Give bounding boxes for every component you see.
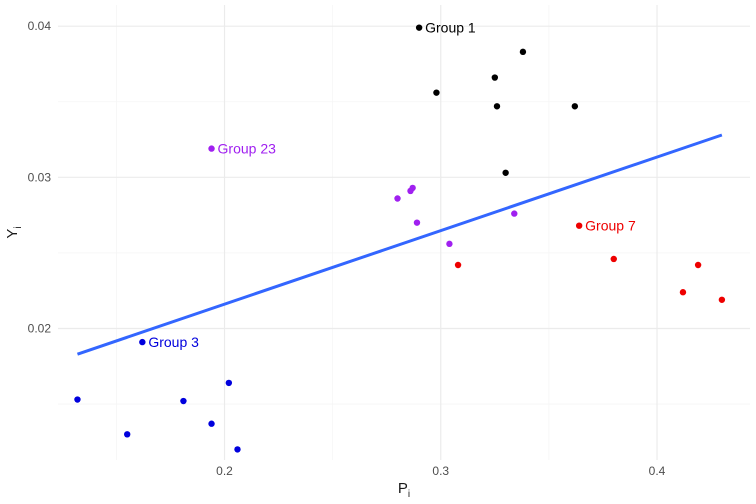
data-point — [413, 219, 421, 226]
group-label: Group 23 — [218, 141, 277, 157]
data-point — [575, 222, 583, 229]
x-axis-title: Pi — [398, 480, 410, 500]
grid — [58, 5, 750, 460]
data-point — [718, 296, 726, 303]
x-axis-title-subscript: i — [408, 489, 410, 500]
x-tick-label: 0.4 — [649, 464, 666, 478]
data-point — [180, 397, 187, 405]
x-axis-ticks: 0.2 0.3 0.4 — [216, 464, 666, 478]
x-axis-title-main: P — [398, 480, 408, 497]
y-axis-title: Yi — [4, 226, 24, 238]
data-point — [519, 48, 527, 56]
group-annotations: Group 1 Group 23 Group 7 Group 3 — [148, 20, 636, 350]
data-point — [446, 240, 453, 248]
x-tick-label: 0.2 — [216, 464, 233, 478]
data-point — [433, 89, 440, 96]
data-point — [415, 24, 423, 31]
group-label: Group 3 — [148, 334, 199, 350]
data-points — [74, 24, 726, 453]
data-point — [679, 289, 687, 296]
data-point — [208, 145, 215, 152]
y-tick-label: 0.04 — [28, 19, 52, 33]
y-tick-label: 0.02 — [28, 321, 52, 335]
data-point — [491, 74, 499, 81]
y-axis-ticks: 0.02 0.03 0.04 — [28, 19, 52, 335]
data-point — [694, 261, 702, 269]
y-axis-title-main: Y — [4, 229, 21, 239]
data-point — [74, 396, 81, 403]
data-point — [234, 446, 241, 453]
x-tick-label: 0.3 — [432, 464, 449, 478]
data-point — [454, 261, 462, 269]
data-point — [139, 338, 146, 346]
data-point — [610, 255, 617, 263]
data-point — [208, 420, 215, 427]
data-point — [407, 187, 414, 195]
data-point — [511, 210, 518, 217]
y-axis-title-subscript: i — [13, 226, 24, 228]
data-point — [493, 103, 501, 110]
data-point — [394, 195, 401, 202]
group-label: Group 1 — [425, 20, 476, 36]
group-label: Group 7 — [585, 218, 636, 234]
regression-line — [76, 133, 723, 356]
y-tick-label: 0.03 — [28, 170, 52, 184]
data-point — [502, 169, 509, 176]
data-point — [571, 103, 579, 110]
data-point — [225, 379, 233, 387]
data-point — [124, 431, 131, 438]
